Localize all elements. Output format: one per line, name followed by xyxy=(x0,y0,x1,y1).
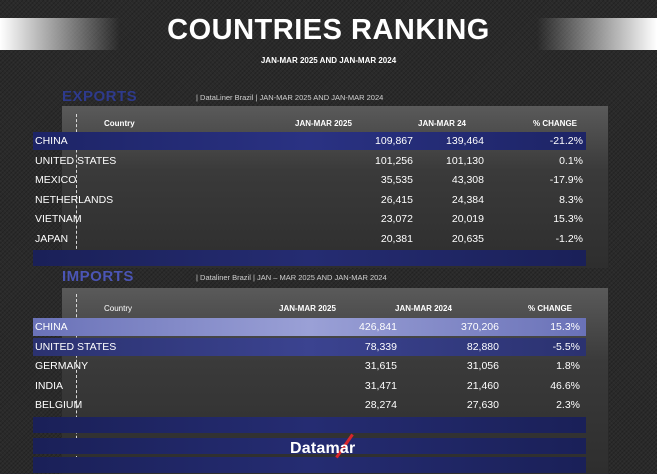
row-pct-change: 15.3% xyxy=(550,321,580,333)
row-country: JAPAN xyxy=(35,232,69,245)
row-value-previous: 20,635 xyxy=(451,232,484,245)
exports-header-col1: JAN-MAR 2025 xyxy=(295,119,352,128)
table-row: BELGIUM 28,274 27,630 2.3% xyxy=(33,396,586,414)
row-value-previous: 21,460 xyxy=(466,379,499,392)
row-country: INDIA xyxy=(35,379,64,392)
table-row: VIETNAM 23,072 20,019 15.3% xyxy=(33,210,586,228)
row-pct-change: 1.8% xyxy=(556,360,580,372)
empty-row xyxy=(33,438,586,454)
row-country: NETHERLANDS xyxy=(35,193,114,206)
row-country: CHINA xyxy=(35,321,68,333)
datamar-logo: Datamar xyxy=(290,440,356,457)
table-row: NETHERLANDS 26,415 24,384 8.3% xyxy=(33,191,586,209)
row-value-previous: 31,056 xyxy=(466,360,499,372)
row-value-current: 109,867 xyxy=(375,135,413,147)
table-row: MEXICO 35,535 43,308 -17.9% xyxy=(33,171,586,189)
row-value-current: 20,381 xyxy=(380,232,413,245)
table-row: GERMANY 31,615 31,056 1.8% xyxy=(33,357,586,375)
row-pct-change: 2.3% xyxy=(556,399,580,411)
row-pct-change: -21.2% xyxy=(549,135,583,147)
row-pct-change: 0.1% xyxy=(559,154,583,167)
empty-row xyxy=(33,457,586,473)
exports-header-country: Country xyxy=(104,119,135,128)
empty-row xyxy=(33,250,586,266)
exports-dashed-line xyxy=(76,114,77,254)
imports-header-country: Country xyxy=(104,304,133,313)
row-value-previous: 43,308 xyxy=(451,174,484,186)
row-pct-change: -1.2% xyxy=(555,232,583,245)
empty-row xyxy=(33,417,586,433)
table-row: UNITED STATES 101,256 101,130 0.1% xyxy=(33,152,586,170)
exports-section-label: EXPORTS xyxy=(62,88,138,105)
row-country: GERMANY xyxy=(35,360,89,372)
table-row: CHINA 109,867 139,464 -21.2% xyxy=(33,132,586,150)
table-row: JAPAN 20,381 20,635 -1.2% xyxy=(33,230,586,248)
row-value-previous: 370,206 xyxy=(461,321,499,333)
page-subtitle: JAN-MAR 2025 AND JAN-MAR 2024 xyxy=(260,56,397,65)
table-row: UNITED STATES 78,339 82,880 -5.5% xyxy=(33,337,586,356)
row-value-current: 426,841 xyxy=(359,321,397,333)
exports-source: | DataLiner Brazil | JAN-MAR 2025 AND JA… xyxy=(196,93,384,102)
row-value-current: 26,415 xyxy=(380,193,413,206)
row-value-current: 101,256 xyxy=(375,154,413,167)
row-value-current: 35,535 xyxy=(380,174,413,186)
row-country: UNITED STATES xyxy=(35,340,117,353)
row-value-current: 78,339 xyxy=(364,340,397,353)
row-country: MEXICO xyxy=(35,174,77,186)
exports-header-col3: % CHANGE xyxy=(533,119,578,128)
row-value-previous: 82,880 xyxy=(466,340,499,353)
left-decorative-bar xyxy=(0,18,120,50)
right-decorative-bar xyxy=(537,18,657,50)
table-row: CHINA 426,841 370,206 15.3% xyxy=(33,318,586,336)
exports-header-col2: JAN-MAR 24 xyxy=(418,119,467,128)
row-pct-change: -5.5% xyxy=(552,340,580,353)
row-value-previous: 24,384 xyxy=(451,193,484,206)
row-value-previous: 101,130 xyxy=(446,154,484,167)
row-value-previous: 20,019 xyxy=(451,213,484,225)
imports-header-col1: JAN-MAR 2025 xyxy=(279,304,336,313)
row-country: BELGIUM xyxy=(35,399,83,411)
imports-dashed-line xyxy=(76,294,77,464)
row-country: UNITED STATES xyxy=(35,154,117,167)
imports-source: | Dataliner Brazil | JAN – MAR 2025 AND … xyxy=(196,273,387,282)
row-value-current: 31,471 xyxy=(364,379,397,392)
row-country: VIETNAM xyxy=(35,213,82,225)
imports-section-label: IMPORTS xyxy=(62,268,134,285)
row-pct-change: 15.3% xyxy=(553,213,583,225)
row-pct-change: 46.6% xyxy=(550,379,580,392)
row-value-previous: 139,464 xyxy=(446,135,484,147)
row-country: CHINA xyxy=(35,135,68,147)
row-pct-change: 8.3% xyxy=(559,193,583,206)
row-pct-change: -17.9% xyxy=(549,174,583,186)
row-value-current: 31,615 xyxy=(364,360,397,372)
row-value-current: 28,274 xyxy=(364,399,397,411)
row-value-previous: 27,630 xyxy=(466,399,499,411)
row-value-current: 23,072 xyxy=(380,213,413,225)
imports-header-col2: JAN-MAR 2024 xyxy=(395,304,452,313)
imports-header-col3: % CHANGE xyxy=(528,304,573,313)
table-row: INDIA 31,471 21,460 46.6% xyxy=(33,377,586,395)
page-title: COUNTRIES RANKING xyxy=(167,14,490,46)
